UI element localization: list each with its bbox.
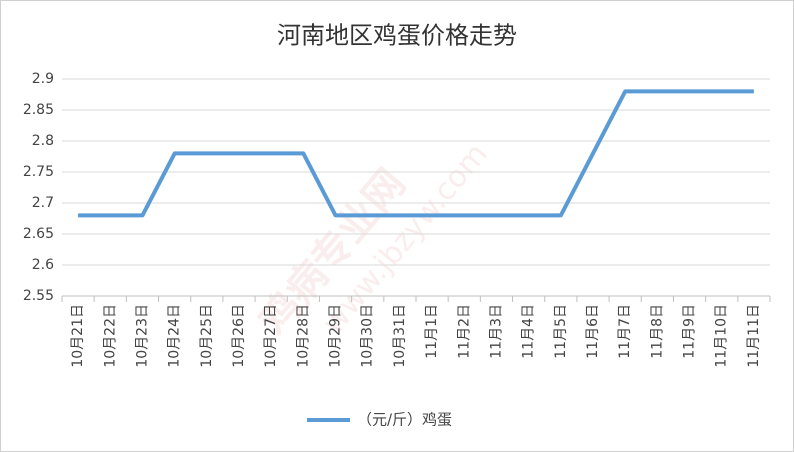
- x-tick-label: 11月3日: [488, 304, 504, 359]
- y-tick-label: 2.6: [32, 257, 54, 273]
- y-tick-label: 2.85: [23, 102, 54, 118]
- x-tick-label: 10月29日: [328, 304, 344, 368]
- x-tick-label: 11月9日: [682, 304, 698, 359]
- x-tick-label: 11月10日: [714, 304, 730, 368]
- x-tick-label: 10月31日: [392, 304, 408, 368]
- x-tick-label: 10月27日: [263, 304, 279, 368]
- y-tick-label: 2.75: [23, 164, 54, 180]
- chart-title: 河南地区鸡蛋价格走势: [277, 22, 517, 50]
- x-tick-label: 10月26日: [231, 304, 247, 368]
- legend-label: （元/斤）鸡蛋: [357, 411, 452, 429]
- x-tick-label: 11月7日: [617, 304, 633, 359]
- x-tick-label: 10月25日: [199, 304, 215, 368]
- x-tick-label: 11月2日: [456, 304, 472, 359]
- data-line: [78, 89, 754, 218]
- y-tick-label: 2.7: [32, 195, 54, 211]
- x-tick-label: 10月22日: [102, 304, 118, 368]
- x-tick-label: 11月6日: [585, 304, 601, 359]
- x-tick-label: 11月8日: [649, 304, 665, 359]
- x-tick-label: 10月23日: [134, 304, 150, 368]
- x-tick-label: 10月21日: [70, 304, 86, 368]
- y-tick-label: 2.65: [23, 226, 54, 242]
- x-tick-label: 10月30日: [360, 304, 376, 368]
- y-tick-label: 2.8: [32, 133, 54, 149]
- x-tick-label: 11月1日: [424, 304, 440, 359]
- x-tick-label: 11月11日: [746, 304, 762, 368]
- y-tick-label: 2.9: [32, 71, 54, 87]
- x-tick-label: 10月28日: [295, 304, 311, 368]
- x-tick-label: 10月24日: [167, 304, 183, 368]
- x-tick-label: 11月5日: [553, 304, 569, 359]
- x-tick-label: 11月4日: [521, 304, 537, 359]
- y-tick-label: 2.55: [23, 288, 54, 304]
